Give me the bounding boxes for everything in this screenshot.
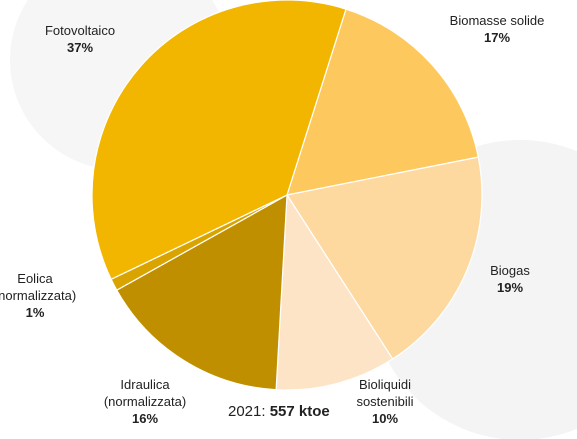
slice-label: Bioliquidi sostenibili 10% [340,376,430,427]
pie-slice [286,156,483,360]
note-value: 557 ktoe [269,403,330,420]
category-label: Idraulica (normalizzata) [103,377,187,409]
slice-label: Biogas 19% [470,262,550,296]
value-label: 19% [496,280,524,295]
note: 2021: 557 ktoe [228,403,330,420]
slice-label: Idraulica (normalizzata) 16% [90,376,200,427]
pie-slice [91,0,347,281]
pie-slice [286,8,479,196]
slice-label: Eolica (normalizzata) 1% [0,270,85,321]
slice-label: Biomasse solide 17% [437,12,557,46]
value-label: 17% [483,30,511,45]
pie-slice [115,193,288,391]
pie-slice [275,193,394,391]
category-label: Eolica (normalizzata) [0,271,77,303]
value-label: 1% [25,305,45,320]
category-label: Biomasse solide [449,13,545,28]
value-label: 16% [131,411,159,426]
note-prefix: 2021: [228,403,266,420]
value-label: 37% [66,40,94,55]
slice-label: Fotovoltaico 37% [30,22,130,56]
category-label: Biogas [490,263,530,278]
category-label: Bioliquidi sostenibili [356,377,414,409]
value-label: 10% [371,411,399,426]
category-label: Fotovoltaico [44,23,116,38]
